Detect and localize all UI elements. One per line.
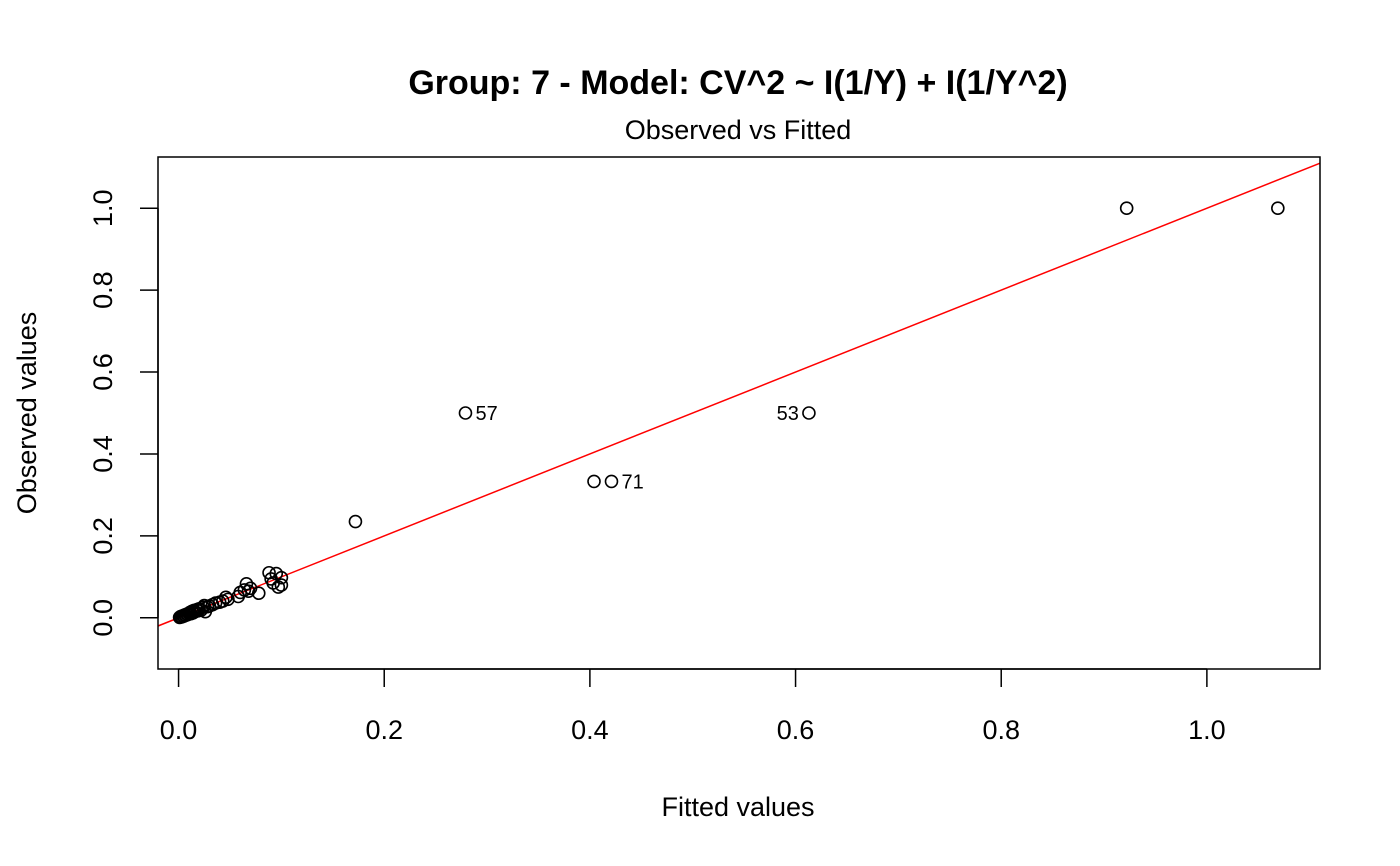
chart-subtitle: Observed vs Fitted [625, 115, 852, 145]
data-point [604, 474, 619, 489]
x-tick-label: 0.4 [571, 715, 609, 745]
chart-title: Group: 7 - Model: CV^2 ~ I(1/Y) + I(1/Y^… [408, 64, 1067, 102]
plot-frame [157, 156, 1321, 670]
data-point [1119, 201, 1134, 215]
y-tick-label: 0.8 [88, 271, 118, 309]
y-axis: 0.0 0.2 0.4 0.6 0.8 1.0 [88, 189, 159, 637]
point-label: 71 [621, 471, 643, 493]
y-tick-label: 0.0 [88, 599, 118, 637]
y-axis-label: Observed values [12, 312, 42, 515]
data-point [251, 586, 266, 601]
data-point [271, 580, 286, 594]
data-point [221, 592, 235, 607]
y-tick-label: 0.6 [88, 353, 118, 391]
data-point [1271, 201, 1285, 215]
reference-line [158, 162, 1320, 627]
data-point [274, 578, 289, 592]
x-tick-label: 0.0 [160, 715, 198, 745]
data-point [458, 406, 473, 420]
x-tick-label: 0.8 [982, 715, 1020, 745]
data-point [274, 570, 289, 585]
x-tick-label: 1.0 [1188, 715, 1226, 745]
x-axis-label: Fitted values [661, 792, 814, 822]
data-point [239, 577, 254, 591]
point-label: 57 [475, 403, 497, 425]
data-point [587, 474, 601, 489]
point-label: 53 [777, 403, 799, 425]
y-tick-label: 1.0 [88, 189, 118, 227]
data-point [241, 584, 256, 598]
points-layer [172, 201, 1285, 625]
y-tick-label: 0.2 [88, 517, 118, 555]
data-point [802, 406, 816, 420]
y-tick-label: 0.4 [88, 435, 118, 473]
x-axis: 0.0 0.2 0.4 0.6 0.8 1.0 [160, 668, 1226, 745]
x-tick-label: 0.2 [365, 715, 403, 745]
x-tick-label: 0.6 [777, 715, 815, 745]
data-point [348, 514, 363, 529]
point-labels-layer: 57 71 53 [475, 403, 798, 493]
